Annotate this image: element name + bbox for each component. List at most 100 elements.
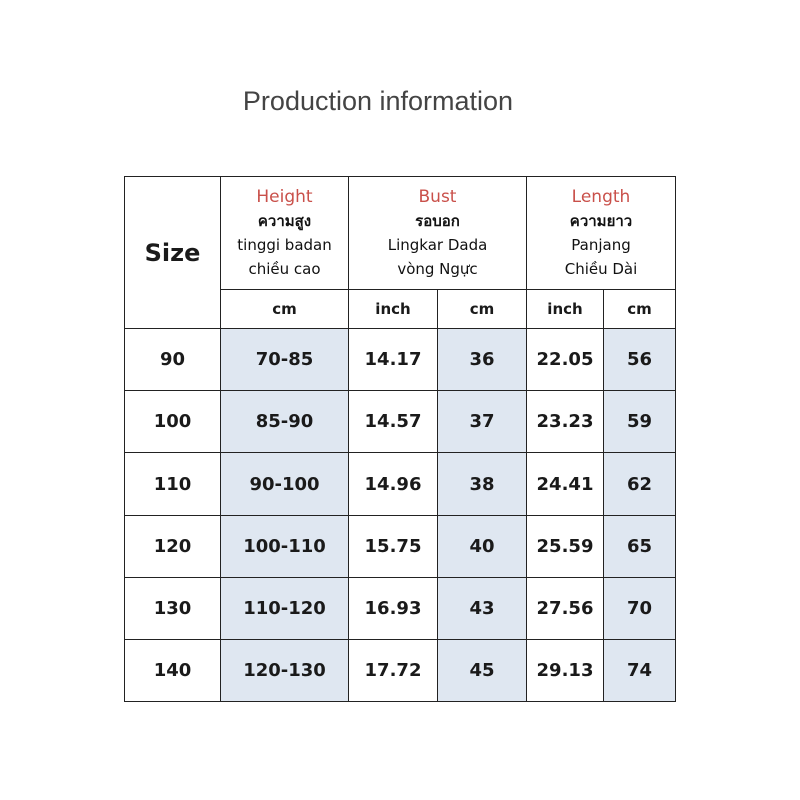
cell-value: 24.41 xyxy=(536,473,594,495)
cell-value: 14.96 xyxy=(364,473,422,495)
cell-value: 59 xyxy=(626,411,653,432)
cell-value: 120 xyxy=(153,536,192,557)
cell-value: 85-90 xyxy=(255,411,314,432)
unit-label: inch xyxy=(547,300,583,318)
table-cell: 110 xyxy=(124,452,221,516)
cell-value: 27.56 xyxy=(536,598,594,619)
table-cell: 74 xyxy=(603,639,676,702)
group-line: Chiều Dài xyxy=(564,260,638,278)
table-cell: 85-90 xyxy=(220,390,349,453)
table-cell: 120-130 xyxy=(220,639,349,702)
cell-value: 16.93 xyxy=(364,598,422,619)
table-cell: 29.13 xyxy=(526,639,604,702)
cell-value: 100 xyxy=(153,411,192,432)
group-title: Height xyxy=(256,187,313,207)
unit-cell: cm xyxy=(437,289,527,329)
cell-value: 90 xyxy=(159,349,186,370)
table-cell: 65 xyxy=(603,515,676,578)
cell-value: 70 xyxy=(626,598,653,619)
group-header-cell: Bust รอบอก Lingkar Dada vòng Ngực xyxy=(348,176,527,290)
cell-value: 14.17 xyxy=(364,349,422,370)
table-cell: 56 xyxy=(603,328,676,391)
page-title: Production information xyxy=(242,86,514,116)
cell-value: 65 xyxy=(626,536,653,557)
group-line: ความยาว xyxy=(569,212,633,230)
table-cell: 24.41 xyxy=(526,452,604,516)
cell-value: 37 xyxy=(469,411,495,432)
table-cell: 25.59 xyxy=(526,515,604,578)
table-cell: 70-85 xyxy=(220,328,349,391)
table-cell: 90 xyxy=(124,328,221,391)
unit-cell: cm xyxy=(603,289,676,329)
group-line: ความสูง xyxy=(257,212,312,230)
table-cell: 70 xyxy=(603,577,676,640)
group-line: Panjang xyxy=(571,236,631,254)
cell-value: 110-120 xyxy=(243,598,326,619)
table-cell: 14.57 xyxy=(348,390,438,453)
cell-value: 130 xyxy=(153,598,192,619)
table-cell: 16.93 xyxy=(348,577,438,640)
cell-value: 40 xyxy=(469,536,495,557)
size-header: Size xyxy=(144,238,201,267)
table-cell: 120 xyxy=(124,515,221,578)
unit-cell: cm xyxy=(220,289,349,329)
table-cell: 130 xyxy=(124,577,221,640)
cell-value: 90-100 xyxy=(249,473,320,495)
unit-cell: inch xyxy=(526,289,604,329)
cell-value: 25.59 xyxy=(536,536,594,557)
cell-value: 62 xyxy=(626,473,653,495)
cell-value: 17.72 xyxy=(364,660,422,681)
cell-value: 100-110 xyxy=(243,536,326,557)
table-cell: 36 xyxy=(437,328,527,391)
cell-value: 43 xyxy=(469,598,495,619)
unit-label: inch xyxy=(375,300,411,318)
unit-label: cm xyxy=(469,300,495,318)
cell-value: 36 xyxy=(469,349,495,370)
unit-cell: inch xyxy=(348,289,438,329)
cell-value: 14.57 xyxy=(364,411,422,432)
cell-value: 70-85 xyxy=(255,349,314,370)
group-line: tinggi badan xyxy=(237,236,332,254)
table-cell: 110-120 xyxy=(220,577,349,640)
table-cell: 23.23 xyxy=(526,390,604,453)
table-cell: 27.56 xyxy=(526,577,604,640)
table-cell: 14.96 xyxy=(348,452,438,516)
table-cell: 100 xyxy=(124,390,221,453)
group-header-cell: Height ความสูง tinggi badan chiều cao xyxy=(220,176,349,290)
cell-value: 110 xyxy=(153,473,192,495)
table-cell: 90-100 xyxy=(220,452,349,516)
table-cell: 100-110 xyxy=(220,515,349,578)
cell-value: 29.13 xyxy=(536,660,594,681)
cell-value: 38 xyxy=(469,473,495,495)
cell-value: 45 xyxy=(469,660,495,681)
cell-value: 15.75 xyxy=(364,536,422,557)
size-header-cell: Size xyxy=(124,176,221,329)
group-title: Length xyxy=(571,187,631,207)
table-cell: 22.05 xyxy=(526,328,604,391)
cell-value: 22.05 xyxy=(536,349,594,370)
table-cell: 45 xyxy=(437,639,527,702)
cell-value: 74 xyxy=(626,660,653,681)
table-cell: 40 xyxy=(437,515,527,578)
group-title: Bust xyxy=(418,187,457,207)
cell-value: 56 xyxy=(626,349,653,370)
group-header-cell: Length ความยาว Panjang Chiều Dài xyxy=(526,176,676,290)
unit-label: cm xyxy=(272,300,297,318)
cell-value: 140 xyxy=(153,660,192,681)
group-line: chiều cao xyxy=(248,260,321,278)
table-cell: 140 xyxy=(124,639,221,702)
table-cell: 15.75 xyxy=(348,515,438,578)
unit-label: cm xyxy=(627,300,652,318)
table-cell: 14.17 xyxy=(348,328,438,391)
group-line: vòng Ngực xyxy=(397,260,478,278)
table-cell: 62 xyxy=(603,452,676,516)
cell-value: 120-130 xyxy=(243,660,326,681)
group-line: รอบอก xyxy=(415,212,460,230)
group-line: Lingkar Dada xyxy=(387,236,488,254)
table-cell: 59 xyxy=(603,390,676,453)
table-cell: 17.72 xyxy=(348,639,438,702)
table-cell: 37 xyxy=(437,390,527,453)
table-cell: 43 xyxy=(437,577,527,640)
table-cell: 38 xyxy=(437,452,527,516)
